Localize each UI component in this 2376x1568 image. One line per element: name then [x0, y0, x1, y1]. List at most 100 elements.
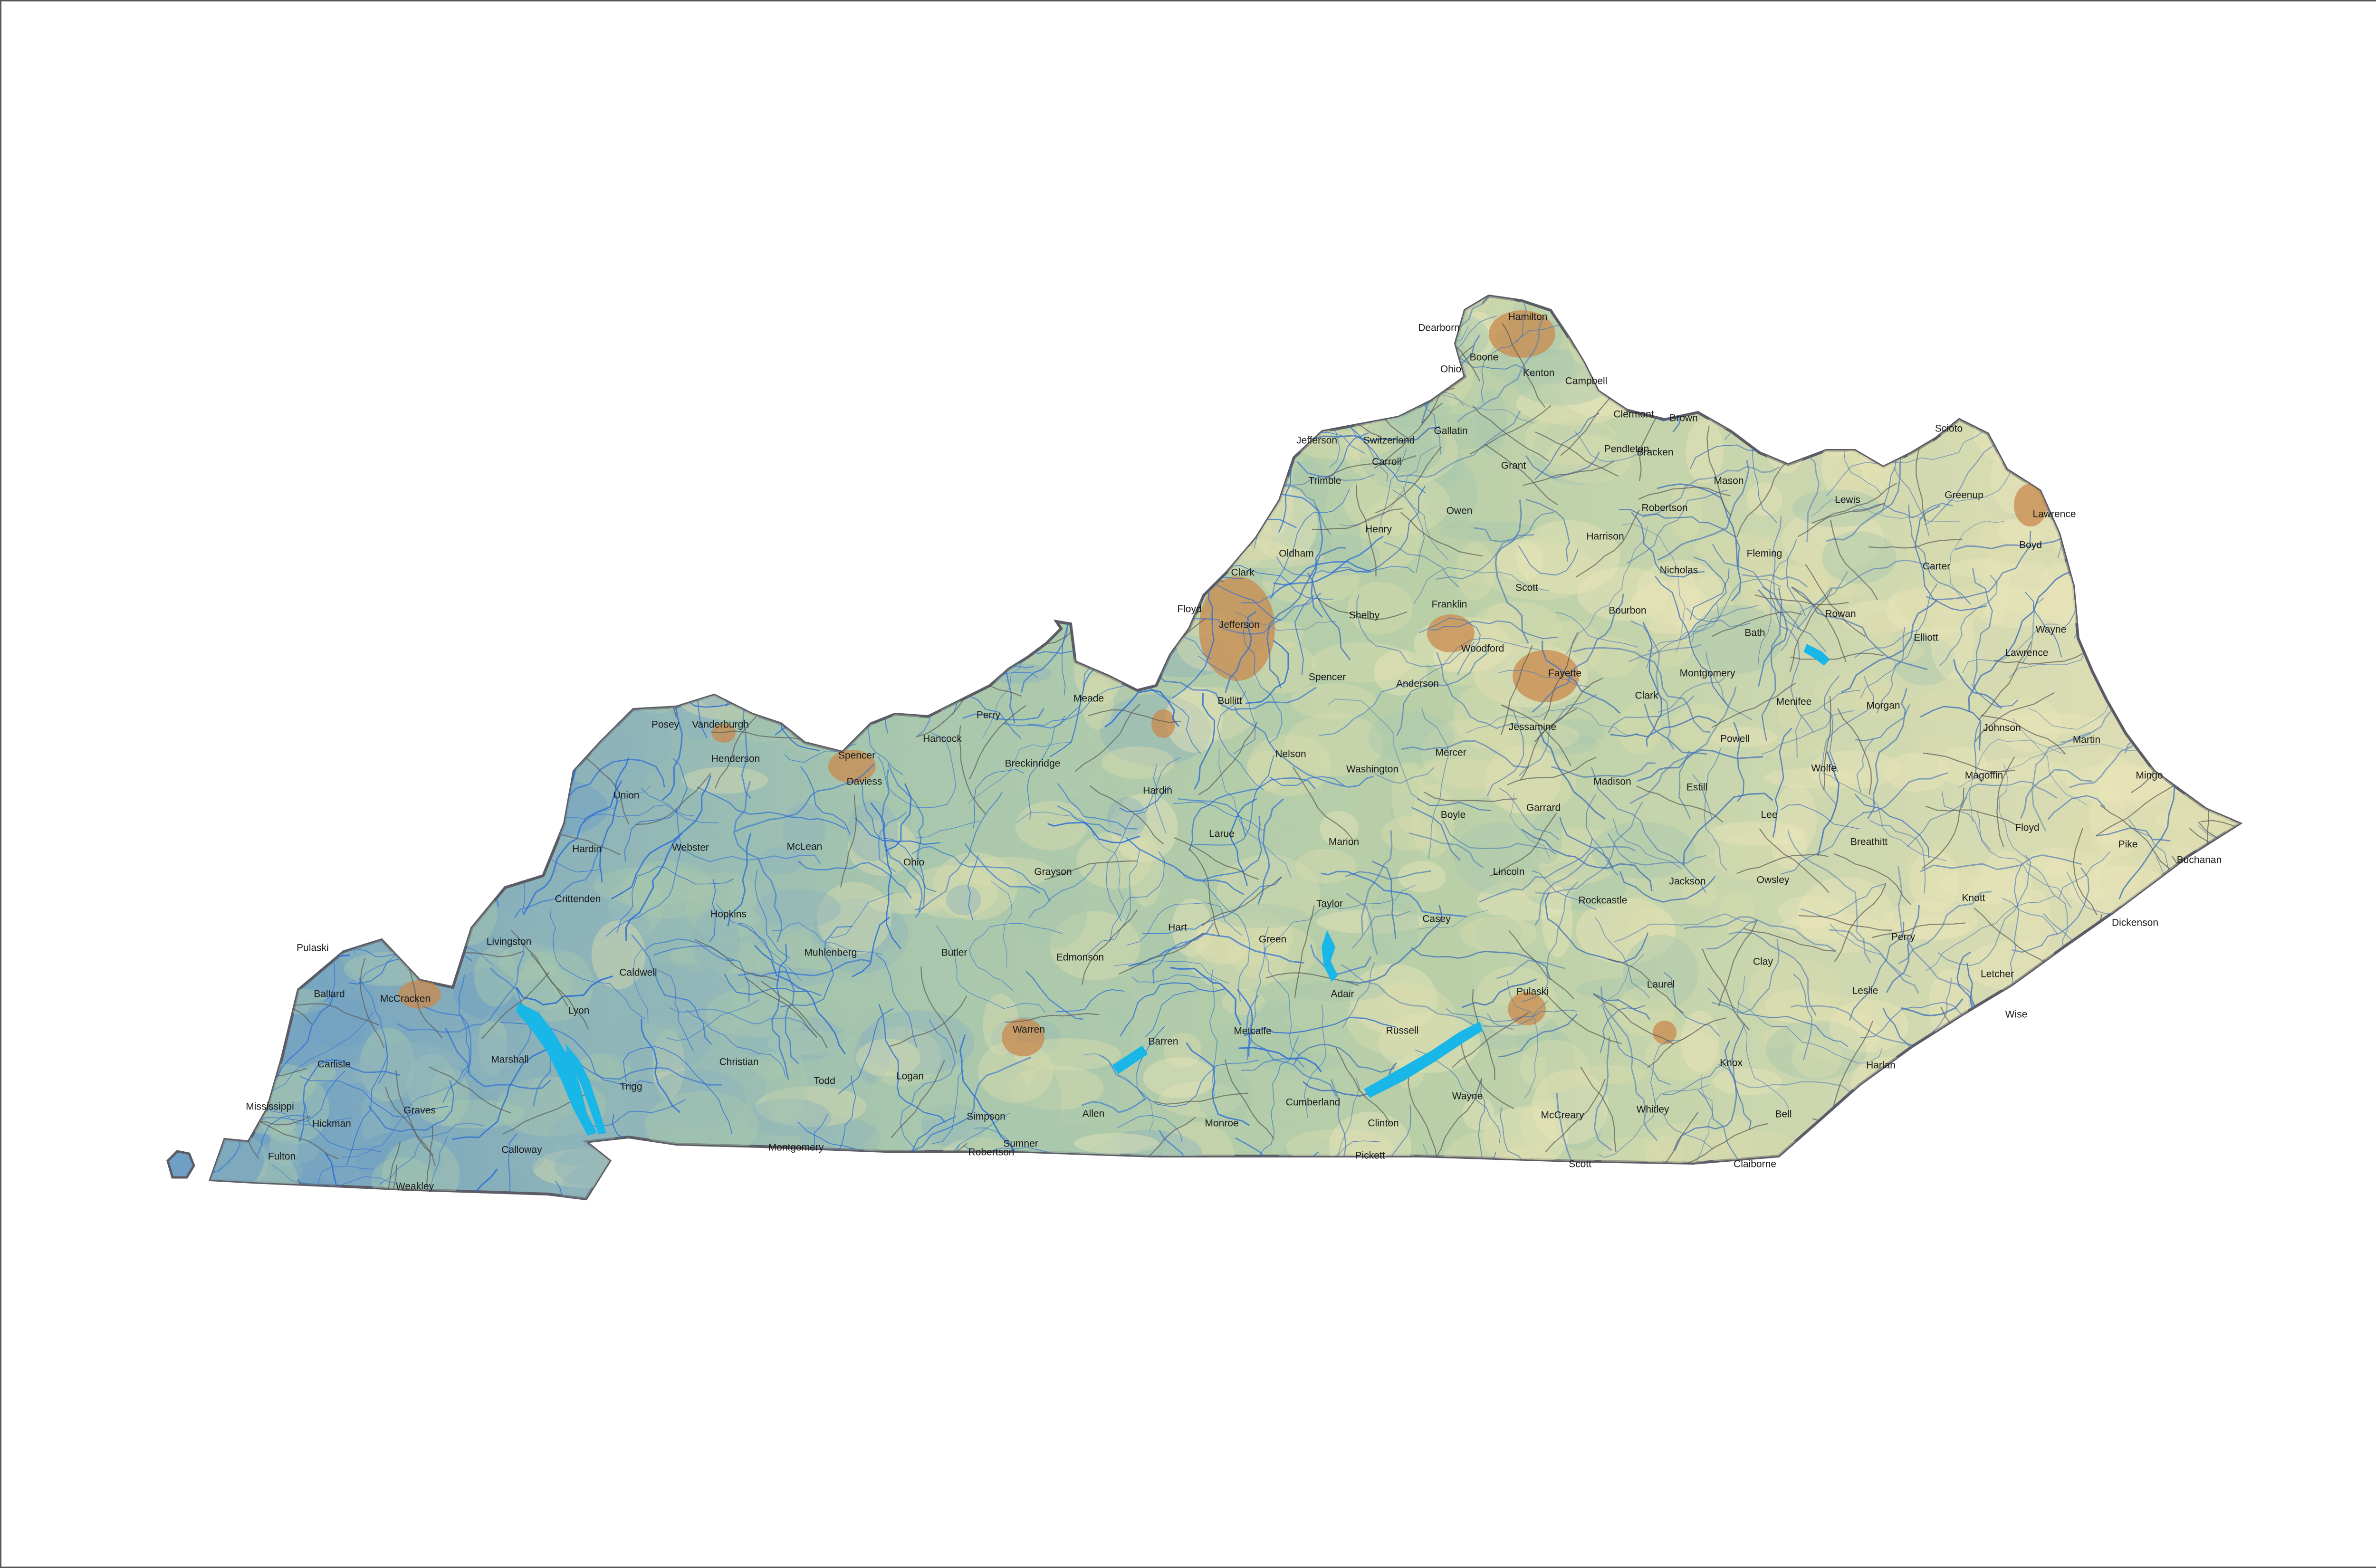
river-segment [1534, 801, 1643, 894]
river-segment [904, 1057, 1031, 1162]
river-segment [1429, 620, 1558, 640]
river-segment [1897, 866, 1974, 1009]
terrain-patch [2091, 1026, 2127, 1102]
terrain-patch [302, 1062, 336, 1083]
river-segment [1408, 832, 1484, 869]
urban-area [2014, 484, 2047, 526]
terrain-patch [1873, 379, 1980, 402]
terrain-patch [1471, 601, 1562, 655]
river-segment [2113, 296, 2172, 329]
terrain-patch [1524, 413, 1617, 466]
river-segment [478, 570, 559, 638]
river-segment [211, 534, 254, 634]
river-segment [123, 719, 201, 739]
county-boundary [710, 524, 797, 561]
terrain-patch [1777, 895, 1847, 927]
river-segment [1646, 579, 1781, 669]
terrain-patch [1303, 534, 1380, 576]
county-label-wolfe: Wolfe [1811, 763, 1836, 774]
terrain-patch [1059, 438, 1103, 503]
river-segment [366, 553, 460, 602]
terrain-patch [517, 948, 594, 1022]
river-segment [973, 769, 1025, 828]
terrain-patch [2164, 507, 2199, 549]
river-segment [887, 763, 925, 918]
river-segment [1518, 545, 1579, 576]
county-boundary [126, 628, 209, 673]
terrain-patch [1477, 881, 1574, 920]
river-segment [2144, 928, 2237, 947]
county-label-morgan: Morgan [1866, 700, 1900, 711]
terrain-patch [726, 650, 823, 697]
terrain-patch [1623, 935, 1699, 1011]
county-boundary [2096, 784, 2176, 837]
river-segment [299, 1076, 449, 1118]
terrain-patch [1932, 865, 2026, 905]
river-segment [1854, 1132, 1884, 1199]
river-segment [2002, 898, 2058, 935]
river-segment [1608, 695, 1695, 733]
terrain-patch [1708, 821, 1807, 846]
terrain-patch [644, 363, 697, 431]
county-label-metcalfe: Metcalfe [1234, 1026, 1271, 1037]
river-segment [321, 497, 433, 544]
river-segment [1890, 363, 1991, 394]
terrain-patch [818, 981, 927, 1008]
county-boundary [2158, 565, 2232, 623]
county-boundary [450, 298, 544, 310]
terrain-patch [1367, 889, 1419, 965]
terrain-patch [211, 459, 244, 535]
county-label-leslie: Leslie [1852, 985, 1878, 996]
river-segment [1436, 512, 1554, 580]
river-segment [464, 561, 505, 674]
river-segment [1781, 804, 1860, 830]
terrain-patch [362, 877, 407, 932]
county-boundary [714, 706, 762, 789]
river-segment [130, 1175, 204, 1218]
river-segment [1383, 542, 1459, 588]
county-label-lawrence-ky: Lawrence [2005, 648, 2048, 659]
river-segment [1801, 883, 1886, 918]
terrain-patch [1131, 405, 1183, 429]
river-segment [248, 526, 372, 627]
river-segment [2040, 344, 2083, 492]
river-segment [226, 296, 270, 331]
river-segment [741, 701, 751, 799]
river-segment [416, 412, 470, 507]
river-segment [1172, 801, 1265, 832]
county-boundary [1736, 853, 1829, 874]
terrain-patch [1972, 758, 2072, 786]
terrain-patch [758, 847, 803, 875]
river-segment [249, 296, 334, 412]
county-label-harrison: Harrison [1586, 531, 1624, 542]
river-segment [1116, 434, 1165, 489]
river-segment [1061, 488, 1138, 546]
river-segment [1050, 667, 1096, 757]
terrain-patch [1886, 587, 1978, 636]
river-segment [2204, 458, 2240, 545]
river-segment [1307, 572, 1351, 660]
river-segment [1708, 988, 1849, 1047]
county-label-mccracken: McCracken [380, 994, 431, 1004]
river-segment [354, 296, 378, 382]
county-label-buchanan: Buchanan [2177, 855, 2222, 866]
county-boundary [1500, 645, 1533, 735]
terrain-patch [812, 491, 911, 564]
county-boundary [1636, 785, 1724, 823]
river-segment [2127, 1026, 2155, 1114]
river-segment [371, 375, 427, 510]
terrain-patch [1719, 890, 1755, 936]
county-boundary [1981, 715, 2066, 755]
river-segment [220, 296, 293, 297]
river-segment [1331, 1079, 1347, 1171]
terrain-patch [1629, 581, 1710, 634]
river-segment [1034, 349, 1063, 496]
river-segment [1976, 810, 2072, 908]
river-segment [305, 1103, 382, 1153]
county-boundary [1811, 296, 1871, 345]
terrain-patch [2161, 343, 2240, 403]
county-boundary [533, 351, 593, 423]
river-segment [600, 428, 742, 502]
river-segment [214, 409, 313, 532]
terrain-patch [517, 618, 581, 677]
